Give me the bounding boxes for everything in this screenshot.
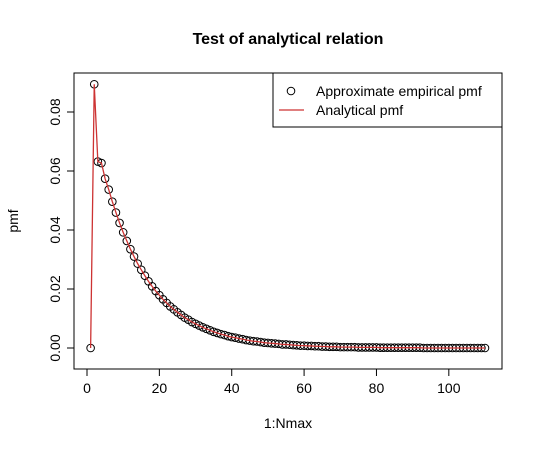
y-tick-label: 0.02: [47, 275, 63, 302]
legend-empirical-marker: [286, 86, 296, 96]
legend: Approximate empirical pmf Analytical pmf: [272, 72, 503, 128]
empirical-point: [198, 323, 208, 332]
empirical-point: [118, 228, 128, 237]
empirical-point: [129, 252, 139, 261]
empirical-point: [126, 244, 135, 254]
chart-title: Test of analytical relation: [193, 31, 384, 48]
y-tick-label: 0.08: [47, 98, 63, 125]
x-tick-label: 40: [224, 380, 240, 396]
legend-empirical-label: Approximate empirical pmf: [316, 83, 482, 99]
y-axis: 0.00 0.02 0.04 0.06 0.08: [47, 98, 75, 362]
series-layer: [86, 79, 490, 353]
empirical-point: [104, 185, 114, 194]
empirical-point: [111, 208, 121, 217]
x-tick-label: 100: [437, 380, 461, 396]
empirical-point: [108, 197, 117, 206]
empirical-point: [100, 174, 110, 183]
y-axis-label: pmf: [5, 209, 21, 232]
empirical-point: [115, 218, 124, 228]
y-tick-label: 0.04: [47, 216, 63, 243]
x-axis-label: 1:Nmax: [264, 415, 312, 431]
x-tick-label: 20: [152, 380, 168, 396]
legend-analytical-label: Analytical pmf: [316, 102, 403, 118]
y-tick-label: 0.06: [47, 157, 63, 184]
y-tick-label: 0.00: [47, 334, 63, 361]
empirical-point: [122, 236, 132, 246]
empirical-point: [202, 324, 211, 334]
legend-box: [272, 72, 503, 128]
x-axis: 0 20 40 60 80 100: [83, 368, 461, 396]
x-tick-label: 80: [369, 380, 385, 396]
empirical-point: [205, 326, 215, 335]
empirical-point: [97, 158, 106, 168]
x-tick-label: 60: [296, 380, 312, 396]
x-tick-label: 0: [83, 380, 91, 396]
analytical-line: [89, 84, 485, 349]
empirical-point: [133, 259, 142, 268]
